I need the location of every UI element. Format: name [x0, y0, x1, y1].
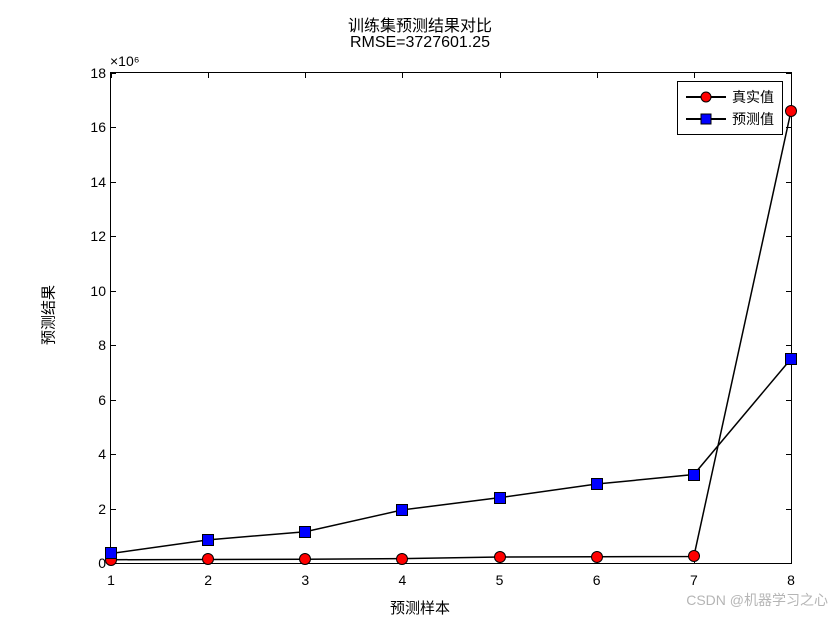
circle-marker-icon: [701, 92, 712, 103]
x-tick-mark: [402, 73, 403, 78]
y-tick-mark: [786, 236, 791, 237]
y-tick-mark: [786, 454, 791, 455]
y-tick-mark: [786, 345, 791, 346]
x-tick-label: 2: [204, 572, 212, 588]
plot-area: 真实值 预测值 02468101214161812345678: [110, 72, 792, 564]
y-tick-mark: [786, 182, 791, 183]
y-tick-label: 2: [71, 501, 106, 517]
y-tick-mark: [111, 127, 116, 128]
legend-row-pred: 预测值: [686, 108, 774, 130]
y-tick-mark: [786, 563, 791, 564]
y-tick-mark: [111, 236, 116, 237]
y-tick-mark: [111, 509, 116, 510]
y-tick-mark: [111, 182, 116, 183]
x-tick-mark: [597, 73, 598, 78]
chart-title-sub: RMSE=3727601.25: [0, 34, 840, 52]
x-tick-label: 5: [496, 572, 504, 588]
x-tick-label: 4: [399, 572, 407, 588]
x-tick-mark: [305, 73, 306, 78]
x-tick-label: 6: [593, 572, 601, 588]
x-tick-label: 7: [690, 572, 698, 588]
x-tick-label: 1: [107, 572, 115, 588]
legend: 真实值 预测值: [677, 81, 783, 135]
circle-marker-icon: [785, 105, 797, 117]
y-tick-label: 14: [71, 174, 106, 190]
x-tick-label: 8: [787, 572, 795, 588]
circle-marker-icon: [396, 553, 408, 565]
x-tick-mark: [791, 558, 792, 563]
x-tick-mark: [111, 73, 112, 78]
square-marker-icon: [396, 504, 408, 516]
y-tick-mark: [786, 291, 791, 292]
series-line-real: [111, 111, 791, 560]
square-marker-icon: [105, 547, 117, 559]
y-tick-label: 6: [71, 392, 106, 408]
y-tick-label: 18: [71, 65, 106, 81]
y-tick-mark: [111, 454, 116, 455]
square-marker-icon: [494, 492, 506, 504]
chart-container: 训练集预测结果对比 RMSE=3727601.25 预测结果 预测样本 ×10⁶…: [0, 0, 840, 630]
x-tick-mark: [208, 73, 209, 78]
y-tick-mark: [786, 509, 791, 510]
x-tick-mark: [791, 73, 792, 78]
y-tick-label: 16: [71, 119, 106, 135]
legend-line-icon: [686, 118, 726, 120]
square-marker-icon: [785, 353, 797, 365]
circle-marker-icon: [494, 551, 506, 563]
square-marker-icon: [688, 469, 700, 481]
y-axis-label: 预测结果: [38, 285, 59, 345]
square-marker-icon: [701, 114, 712, 125]
y-tick-label: 0: [71, 555, 106, 571]
y-axis-exponent: ×10⁶: [110, 53, 140, 69]
x-tick-label: 3: [301, 572, 309, 588]
series-line-pred: [111, 359, 791, 554]
plot-svg: [111, 73, 791, 563]
y-tick-mark: [111, 345, 116, 346]
y-tick-label: 8: [71, 337, 106, 353]
legend-label-real: 真实值: [732, 87, 774, 107]
y-tick-mark: [111, 400, 116, 401]
circle-marker-icon: [688, 550, 700, 562]
legend-label-pred: 预测值: [732, 109, 774, 129]
square-marker-icon: [299, 526, 311, 538]
legend-line-icon: [686, 96, 726, 98]
circle-marker-icon: [591, 551, 603, 563]
square-marker-icon: [591, 478, 603, 490]
y-tick-mark: [111, 291, 116, 292]
x-tick-mark: [500, 73, 501, 78]
chart-title-main: 训练集预测结果对比: [0, 12, 840, 36]
square-marker-icon: [202, 534, 214, 546]
y-tick-label: 10: [71, 283, 106, 299]
x-tick-mark: [694, 73, 695, 78]
circle-marker-icon: [299, 553, 311, 565]
watermark: CSDN @机器学习之心: [686, 590, 828, 610]
y-tick-mark: [786, 400, 791, 401]
y-tick-mark: [786, 127, 791, 128]
circle-marker-icon: [202, 553, 214, 565]
y-tick-label: 12: [71, 228, 106, 244]
legend-row-real: 真实值: [686, 86, 774, 108]
y-tick-label: 4: [71, 446, 106, 462]
